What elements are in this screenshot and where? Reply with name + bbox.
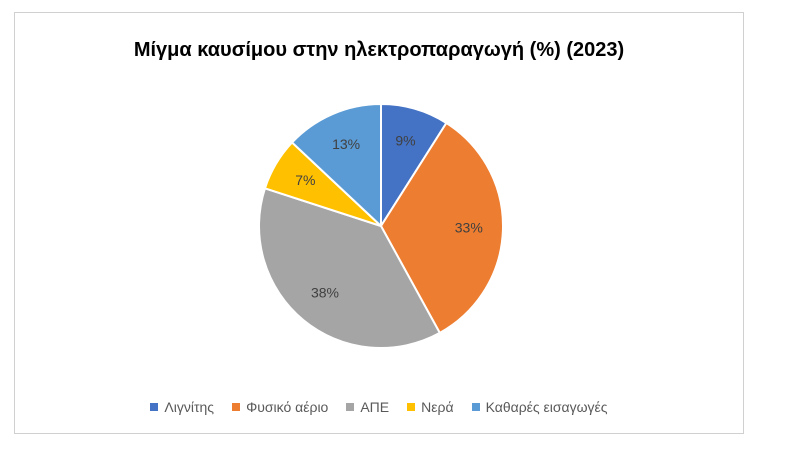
data-label-1: 9% [395,132,415,148]
data-label-5: 13% [332,136,360,152]
pie-data-labels: 9% 33% 38% 7% 13% [295,132,483,300]
data-label-4: 7% [295,172,315,188]
pie-chart: 9% 33% 38% 7% 13% [258,102,504,349]
legend-label: Καθαρές εισαγωγές [485,399,608,415]
legend-label: Λιγνίτης [164,399,215,415]
pie-slices [258,102,504,349]
legend-swatch [150,403,159,411]
legend-item-4: Νερά [407,399,454,415]
chart-area: Μίγμα καυσίμου στην ηλεκτροπαραγωγή (%) … [14,12,744,434]
legend-item-2: Φυσικό αέριο [232,399,328,415]
legend-swatch [232,403,241,411]
data-label-2: 33% [455,219,483,235]
legend-label: Νερά [421,399,454,415]
pie-slice-3 [258,187,442,349]
legend-item-5: Καθαρές εισαγωγές [471,399,608,415]
legend-swatch [407,403,416,411]
legend-swatch [471,403,480,411]
legend-item-1: Λιγνίτης [150,399,214,415]
chart-legend: Λιγνίτης Φυσικό αέριο ΑΠΕ Νερά Καθαρές εισαγ… [15,399,743,415]
legend-swatch [346,403,355,411]
pie-slice-5 [290,102,382,229]
data-label-3: 38% [311,284,339,300]
legend-label: Φυσικό αέριο [246,399,329,415]
legend-item-3: ΑΠΕ [346,399,389,415]
legend-label: ΑΠΕ [360,399,390,415]
chart-title: Μίγμα καυσίμου στην ηλεκτροπαραγωγή (%) … [133,39,625,61]
